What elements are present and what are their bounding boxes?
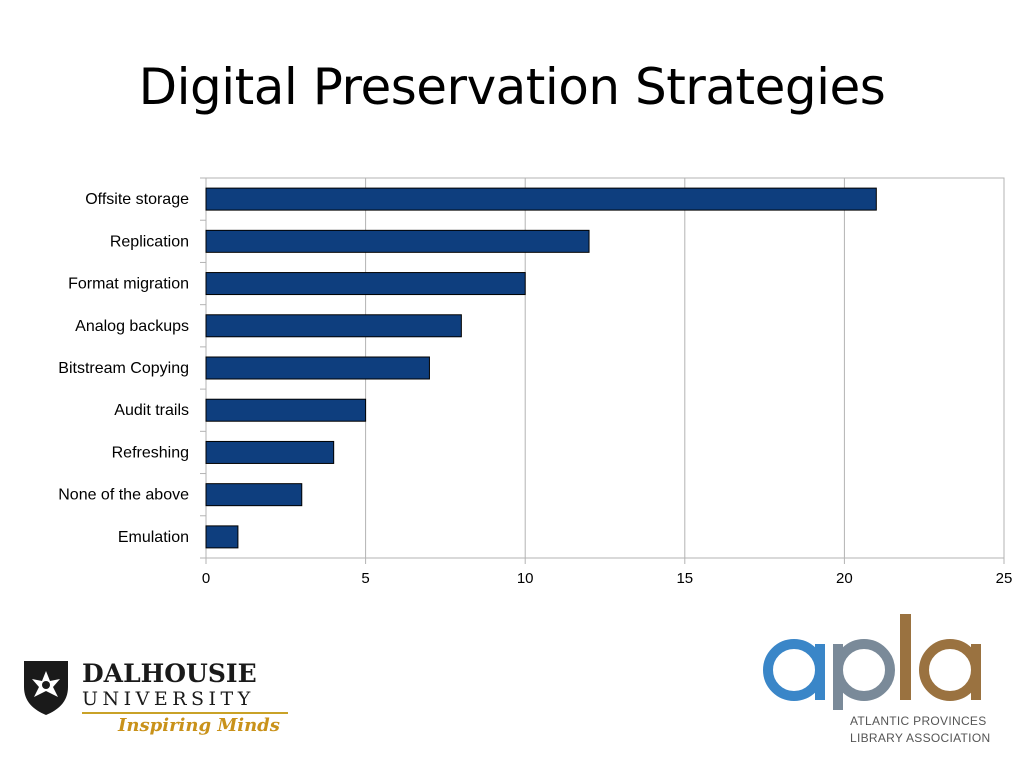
- dalhousie-tagline: Inspiring Minds: [118, 715, 280, 736]
- x-tick-label: 15: [676, 570, 693, 587]
- x-tick-label: 20: [836, 570, 853, 587]
- x-tick-label: 25: [996, 570, 1013, 587]
- bar: [205, 483, 303, 507]
- bar: [205, 314, 462, 338]
- apla-line-2: LIBRARY ASSOCIATION: [850, 731, 991, 745]
- dalhousie-name: DALHOUSIE: [82, 659, 257, 688]
- bar: [205, 440, 335, 464]
- bar: [205, 356, 430, 380]
- bar: [205, 272, 526, 296]
- y-category-label: Bitstream Copying: [58, 360, 189, 377]
- y-category-label: Replication: [110, 233, 189, 250]
- slide-title: Digital Preservation Strategies: [138, 58, 886, 116]
- bar: [205, 398, 367, 422]
- x-tick-label: 0: [202, 570, 210, 587]
- bar: [205, 187, 877, 211]
- dalhousie-logo: DALHOUSIE UNIVERSITY Inspiring Minds: [20, 655, 290, 745]
- apla-line-1: ATLANTIC PROVINCES: [850, 714, 987, 728]
- y-category-label: None of the above: [58, 487, 189, 504]
- y-category-label: Emulation: [118, 529, 189, 546]
- apla-logo: ATLANTIC PROVINCES LIBRARY ASSOCIATION: [760, 610, 1000, 750]
- y-category-label: Offsite storage: [85, 191, 189, 208]
- x-tick-label: 10: [517, 570, 534, 587]
- y-category-label: Audit trails: [114, 402, 189, 419]
- bar: [205, 229, 590, 253]
- y-category-label: Format migration: [68, 276, 189, 293]
- bar-chart: 0 5 10 15 20 25 Offsite storage Replication Form…: [58, 177, 1013, 587]
- dalhousie-shield-icon: [24, 661, 68, 715]
- dalhousie-rule: [82, 712, 288, 714]
- y-category-label: Analog backups: [75, 318, 189, 335]
- y-category-label: Refreshing: [112, 444, 189, 461]
- bar: [205, 525, 239, 549]
- x-tick-label: 5: [361, 570, 369, 587]
- apla-mark-icon: [763, 614, 981, 710]
- dalhousie-sub: UNIVERSITY: [82, 688, 255, 710]
